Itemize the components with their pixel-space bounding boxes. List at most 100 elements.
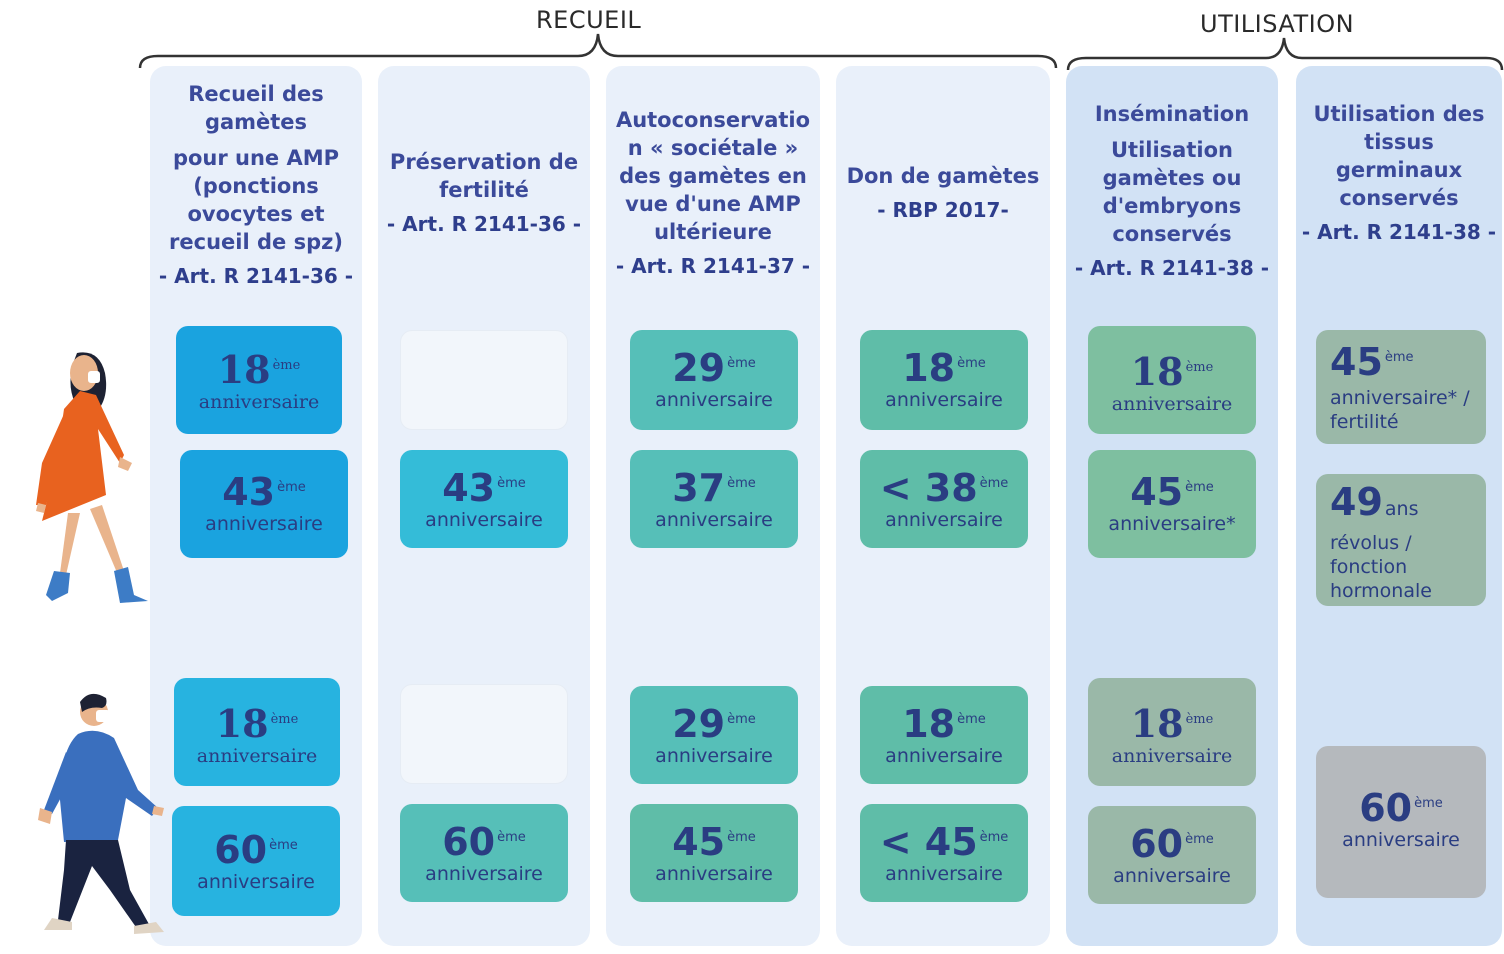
age-suffix: ème [957, 356, 986, 371]
box-man-max: 45 ème anniversaire [630, 804, 798, 902]
age-suffix: ème [1185, 832, 1214, 847]
age-suffix: ème [1384, 350, 1414, 365]
column-heading: Utilisation des tissus germinaux conserv… [1296, 100, 1502, 246]
age-value: 37 [672, 466, 726, 510]
group-title-utilisation: UTILISATION [1200, 10, 1355, 38]
age-suffix: ème [727, 712, 756, 727]
box-man-max: 60 ème anniversaire [172, 806, 340, 916]
age-suffix: ème [277, 480, 306, 495]
heading-line: germinaux [1335, 158, 1463, 182]
box-man-min: 18 ème anniversaire [860, 686, 1028, 784]
brace-recueil [138, 33, 1058, 69]
man-walking-illustration [38, 693, 164, 934]
age-label: anniversaire [885, 745, 1003, 767]
age-suffix: ème [957, 712, 986, 727]
heading-line: Utilisation des [1313, 102, 1485, 126]
article-reference: - Art. R 2141-38 - [1301, 220, 1497, 244]
box-man-max: < 45 ème anniversaire [860, 804, 1028, 902]
age-suffix: ème [497, 476, 526, 491]
age-value: 29 [672, 702, 726, 746]
age-label: anniversaire [655, 509, 773, 531]
column-preservation: Préservation de fertilité - Art. R 2141-… [378, 66, 590, 946]
heading-line: Préservation de [389, 150, 579, 174]
age-suffix: ème [1185, 360, 1214, 375]
age-suffix: ème [979, 830, 1009, 845]
column-heading: Préservation de fertilité - Art. R 2141-… [378, 148, 590, 238]
age-label: anniversaire [198, 391, 320, 413]
age-value: 49 [1330, 480, 1383, 524]
age-label: anniversaire [885, 389, 1003, 411]
heading-line: gamètes ou [1102, 166, 1242, 190]
age-value: 45 [1130, 470, 1184, 514]
box-woman-hormonal: 49 ans révolus / fonction hormonale [1316, 474, 1486, 606]
age-value: 43 [222, 470, 276, 514]
column-heading: Recueil des gamètes pour une AMP (poncti… [150, 80, 362, 290]
age-label: anniversaire [885, 863, 1003, 885]
column-heading: Autoconservatio n « sociétale » des gamè… [606, 106, 820, 280]
box-woman-min: 18 ème anniversaire [176, 326, 342, 434]
age-value: 43 [442, 466, 496, 510]
heading-line: conservés [1112, 222, 1232, 246]
age-value: 60 [214, 828, 268, 872]
age-suffix: ème [1185, 480, 1214, 495]
heading-line: Autoconservatio [615, 108, 811, 132]
age-suffix: ans [1384, 498, 1419, 520]
age-label: anniversaire [655, 745, 773, 767]
heading-line: Recueil des [188, 82, 324, 106]
box-woman-min: 29 ème anniversaire [630, 330, 798, 430]
age-value: 18 [902, 346, 956, 390]
box-woman-min: 18 ème anniversaire [860, 330, 1028, 430]
heading-line: d'embryons [1102, 194, 1242, 218]
heading-line: tissus [1364, 130, 1434, 154]
age-label: anniversaire* [1108, 513, 1236, 535]
age-value: 45 [672, 820, 726, 864]
age-label: anniversaire [1342, 829, 1460, 851]
article-reference: - RBP 2017- [877, 198, 1009, 222]
box-man-min: 18 ème anniversaire [174, 678, 340, 786]
age-value: 18 [217, 347, 271, 392]
age-suffix: ème [727, 476, 756, 491]
age-suffix: ème [269, 838, 298, 853]
age-label: anniversaire [425, 863, 543, 885]
column-don-gametes: Don de gamètes - RBP 2017- 18 ème anniver… [836, 66, 1050, 946]
article-reference: - Art. R 2141-37 - [615, 254, 811, 278]
box-woman-empty [400, 330, 568, 430]
age-label: anniversaire [1111, 393, 1233, 415]
box-woman-min: 18 ème anniversaire [1088, 326, 1256, 434]
age-label: anniversaire [205, 513, 323, 535]
age-value: 60 [1359, 786, 1413, 830]
age-label: anniversaire [425, 509, 543, 531]
box-woman-max: < 38 ème anniversaire [860, 450, 1028, 548]
heading-line: (ponctions [193, 174, 319, 198]
box-man-max: 60 ème anniversaire [400, 804, 568, 902]
age-label: anniversaire [1111, 745, 1233, 767]
heading-line: n « sociétale » [627, 136, 799, 160]
column-heading: Don de gamètes - RBP 2017- [836, 162, 1050, 224]
age-suffix: ème [727, 356, 756, 371]
heading-line: gamètes [204, 110, 308, 134]
age-label: anniversaire [1113, 865, 1231, 887]
age-label: révolus / fonction hormonale [1330, 532, 1432, 602]
box-woman-max: 43 ème anniversaire [180, 450, 348, 558]
brace-utilisation [1066, 37, 1504, 71]
heading-line: Utilisation [1111, 138, 1233, 162]
age-value: 45 [1330, 340, 1383, 384]
column-tissus-germinaux: Utilisation des tissus germinaux conserv… [1296, 66, 1502, 946]
box-man-max: 60 ème anniversaire [1316, 746, 1486, 898]
age-value: < 38 [879, 466, 978, 510]
box-man-max: 60 ème anniversaire [1088, 806, 1256, 904]
box-woman-max: 37 ème anniversaire [630, 450, 798, 548]
heading-line: pour une AMP [172, 146, 340, 170]
age-label: anniversaire [196, 745, 318, 767]
age-suffix: ème [979, 476, 1009, 491]
group-title-recueil: RECUEIL [536, 6, 642, 34]
box-woman-fertility: 45 ème anniversaire* / fertilité [1316, 330, 1486, 444]
article-reference: - Art. R 2141-36 - [386, 212, 582, 236]
age-suffix: ème [497, 830, 526, 845]
heading-line: fertilité [439, 178, 529, 202]
heading-line: conservés [1339, 186, 1459, 210]
age-value: 18 [215, 701, 269, 746]
age-value: 18 [902, 702, 956, 746]
age-label: anniversaire* / fertilité [1330, 387, 1470, 433]
column-insemination: Insémination Utilisation gamètes ou d'em… [1066, 66, 1278, 946]
